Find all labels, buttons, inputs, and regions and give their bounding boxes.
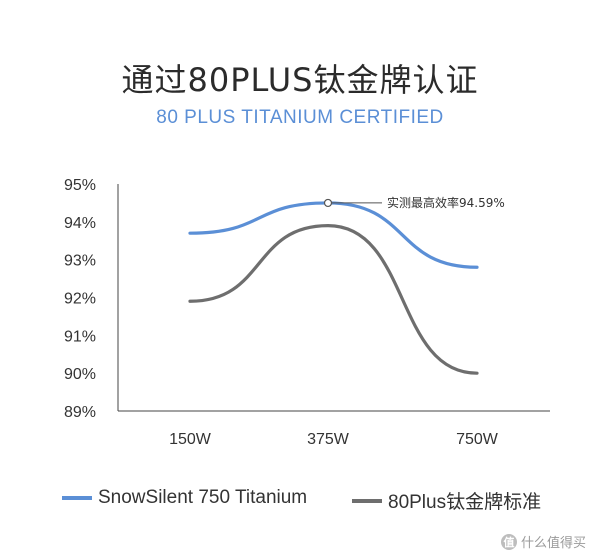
watermark: 值 什么值得买 (500, 532, 586, 551)
y-tick-label: 92% (64, 291, 96, 308)
series-line-1 (188, 224, 479, 375)
legend-label-80plus: 80Plus钛金牌标准 (388, 492, 542, 513)
legend-swatch-snowsilent (62, 496, 92, 500)
chart-axes (117, 184, 550, 412)
legend-item-80plus: 80Plus钛金牌标准 (352, 487, 541, 514)
chart-legend: SnowSilent 750 Titanium 80Plus钛金牌标准 (0, 487, 600, 517)
annotation-marker (323, 198, 333, 208)
y-tick-label: 89% (64, 404, 96, 421)
chart-annotation: 实测最高效率94.59% (323, 195, 505, 210)
legend-label-snowsilent: SnowSilent 750 Titanium (98, 487, 308, 508)
x-tick-label: 375W (307, 431, 350, 448)
legend-swatch-80plus (352, 498, 382, 503)
y-tick-label: 91% (64, 328, 96, 345)
chart-series (188, 201, 479, 375)
chart-title: 通过80PLUS钛金牌认证 (121, 61, 479, 99)
x-tick-label: 750W (456, 431, 499, 448)
chart-subtitle: 80 PLUS TITANIUM CERTIFIED (156, 107, 444, 128)
x-axis-ticks: 150W 375W 750W (169, 431, 499, 448)
legend-item-snowsilent: SnowSilent 750 Titanium (62, 487, 307, 509)
y-tick-label: 93% (64, 253, 96, 270)
y-tick-label: 95% (64, 177, 96, 194)
watermark-text: 什么值得买 (520, 536, 586, 551)
watermark-logo-icon: 值 (500, 533, 517, 550)
series-line-0 (188, 201, 479, 269)
y-tick-label: 90% (64, 366, 96, 383)
x-tick-label: 150W (169, 431, 212, 448)
y-axis-ticks: 95% 94% 93% 92% 91% 90% 89% (64, 177, 96, 421)
y-tick-label: 94% (64, 215, 96, 232)
annotation-label: 实测最高效率94.59% (387, 195, 505, 210)
